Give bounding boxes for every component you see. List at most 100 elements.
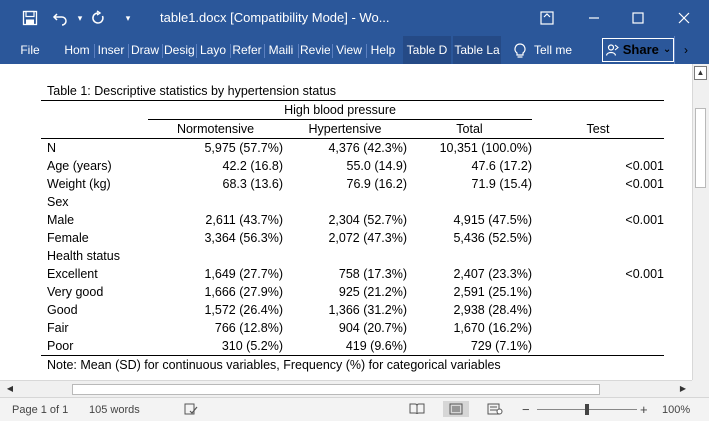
table-cell[interactable]: <0.001 (625, 177, 664, 191)
scroll-up-icon[interactable]: ▲ (694, 66, 707, 80)
tab-references[interactable]: Refer (232, 43, 262, 57)
horizontal-scroll-thumb[interactable] (72, 384, 600, 395)
read-mode-icon[interactable] (408, 401, 426, 417)
row-label[interactable]: Age (years) (47, 159, 112, 173)
table-cell[interactable]: 310 (5.2%) (148, 337, 283, 356)
table-cell[interactable]: 2,407 (23.3%) (453, 267, 532, 281)
tell-me-search[interactable]: Tell me (534, 43, 573, 57)
undo-icon[interactable] (50, 8, 70, 28)
table-cell[interactable]: 419 (9.6%) (283, 337, 407, 356)
zoom-level[interactable]: 100% (662, 404, 691, 416)
page-count[interactable]: Page 1 of 1 (12, 404, 69, 416)
row-label[interactable]: Excellent (47, 267, 98, 281)
row-label[interactable]: Poor (41, 337, 148, 356)
table-cell[interactable]: 904 (20.7%) (338, 321, 407, 335)
ribbon-collapse-button[interactable]: › (674, 36, 697, 64)
table-cell[interactable]: <0.001 (625, 159, 664, 173)
zoom-slider-thumb[interactable] (585, 404, 589, 415)
table-cell[interactable]: 10,351 (100.0%) (439, 141, 532, 155)
table-cell[interactable]: 729 (7.1%) (407, 337, 532, 356)
row-label[interactable]: N (47, 141, 57, 155)
table-cell[interactable]: 2,938 (28.4%) (453, 303, 532, 317)
table-cell[interactable]: 2,072 (47.3%) (328, 231, 407, 245)
table-cell[interactable]: 76.9 (16.2) (346, 177, 407, 191)
table-cell[interactable]: 4,915 (47.5%) (453, 213, 532, 227)
ribbon-display-icon[interactable] (537, 8, 557, 28)
maximize-icon[interactable] (628, 8, 648, 28)
table-cell[interactable]: 1,666 (27.9%) (204, 285, 283, 299)
close-icon[interactable] (674, 8, 694, 28)
row-label[interactable]: Weight (kg) (47, 177, 111, 191)
table-note[interactable]: Note: Mean (SD) for continuous variables… (47, 358, 501, 372)
table-cell[interactable]: 3,364 (56.3%) (204, 231, 283, 245)
table-cell[interactable] (532, 139, 664, 158)
row-label[interactable]: Fair (47, 321, 69, 335)
header-cell[interactable]: Total (407, 119, 532, 139)
table-cell[interactable]: 5,975 (57.7%) (204, 141, 283, 155)
table-cell[interactable]: 925 (21.2%) (338, 285, 407, 299)
share-button[interactable]: Share ⌄ (602, 38, 674, 62)
word-count[interactable]: 105 words (89, 404, 140, 416)
table-cell[interactable] (532, 301, 664, 319)
lightbulb-icon[interactable] (510, 36, 530, 64)
print-layout-icon[interactable] (443, 401, 469, 417)
tab-review[interactable]: Revie (300, 43, 330, 57)
table-cell[interactable] (148, 193, 283, 211)
tab-design[interactable]: Desig (164, 43, 194, 57)
table-cell[interactable]: 68.3 (13.6) (222, 177, 283, 191)
zoom-in-button[interactable]: + (640, 402, 648, 417)
save-icon[interactable] (20, 8, 40, 28)
table-cell[interactable]: 1,649 (27.7%) (204, 267, 283, 281)
header-cell[interactable]: Normotensive (148, 119, 283, 139)
tab-help[interactable]: Help (370, 43, 396, 57)
header-cell[interactable]: Test (532, 119, 664, 139)
tab-home[interactable]: Hom (64, 43, 90, 57)
scroll-right-icon[interactable]: ▶ (679, 384, 687, 393)
table-cell[interactable] (407, 247, 532, 265)
row-label[interactable]: Sex (47, 195, 69, 209)
table-cell[interactable]: 1,670 (16.2%) (453, 321, 532, 335)
tab-mailings[interactable]: Maili (268, 43, 294, 57)
header-cell[interactable] (41, 119, 148, 139)
tab-table-design[interactable]: Table D (403, 36, 451, 64)
undo-dropdown-icon[interactable]: ▾ (77, 12, 83, 23)
table-cell[interactable]: 2,591 (25.1%) (453, 285, 532, 299)
row-label[interactable]: Health status (47, 249, 120, 263)
tab-draw[interactable]: Draw (130, 43, 159, 57)
table-cell[interactable]: 1,572 (26.4%) (204, 303, 283, 317)
table-cell[interactable] (532, 229, 664, 247)
table-cell[interactable] (532, 283, 664, 301)
table-cell[interactable] (407, 193, 532, 211)
table-cell[interactable]: 758 (17.3%) (338, 267, 407, 281)
group-header[interactable]: High blood pressure (148, 100, 532, 120)
table-cell[interactable]: 71.9 (15.4) (471, 177, 532, 191)
table-cell[interactable] (532, 247, 664, 265)
table-cell[interactable] (532, 337, 664, 356)
vertical-scroll-thumb[interactable] (695, 108, 706, 188)
tab-view[interactable]: View (336, 43, 362, 57)
table-cell[interactable]: <0.001 (625, 267, 664, 281)
table-cell[interactable]: 766 (12.8%) (214, 321, 283, 335)
zoom-slider[interactable] (537, 404, 637, 415)
minimize-icon[interactable] (584, 8, 604, 28)
header-cell[interactable]: Hypertensive (283, 119, 407, 139)
table-cell[interactable]: <0.001 (625, 213, 664, 227)
table-cell[interactable]: 2,304 (52.7%) (328, 213, 407, 227)
redo-icon[interactable] (88, 8, 108, 28)
table-cell[interactable] (283, 193, 407, 211)
horizontal-scrollbar[interactable]: ◀ ▶ (0, 380, 692, 397)
row-label[interactable]: Female (47, 231, 89, 245)
table-cell[interactable]: 42.2 (16.8) (222, 159, 283, 173)
table-cell[interactable]: 4,376 (42.3%) (328, 141, 407, 155)
tab-table-layout[interactable]: Table La (453, 36, 501, 64)
row-label[interactable]: Good (47, 303, 78, 317)
row-label[interactable]: Male (47, 213, 75, 227)
table-cell[interactable]: 55.0 (14.9) (346, 159, 407, 173)
table-cell[interactable] (532, 319, 664, 337)
table-cell[interactable]: 1,366 (31.2%) (328, 303, 407, 317)
scroll-left-icon[interactable]: ◀ (6, 384, 14, 393)
table-cell[interactable]: 2,611 (43.7%) (205, 213, 283, 227)
document-canvas[interactable]: Table 1: Descriptive statistics by hyper… (0, 64, 692, 380)
proofing-icon[interactable] (182, 401, 200, 417)
table-caption[interactable]: Table 1: Descriptive statistics by hyper… (41, 82, 664, 101)
